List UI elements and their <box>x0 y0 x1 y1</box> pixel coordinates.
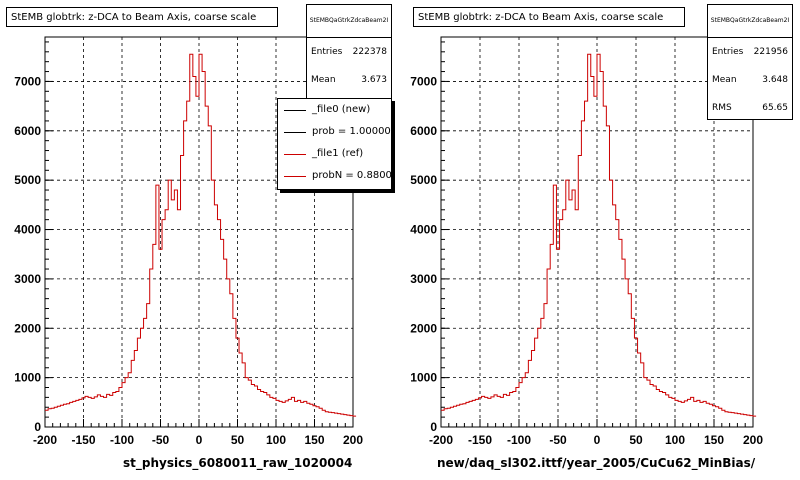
legend-swatch <box>284 132 306 133</box>
panel-2-x-tick-label: -100 <box>507 433 531 447</box>
stats-label: Mean <box>712 75 737 85</box>
panel-1-x-tick-label: -50 <box>152 433 170 447</box>
panel-1-y-tick-label: 7000 <box>14 74 41 88</box>
panel-1-histogram-series <box>45 53 357 417</box>
stats-value: 3.673 <box>361 75 387 85</box>
legend-label: prob = 1.000000 <box>312 126 392 137</box>
panel-2-y-tick-label: 5000 <box>410 173 437 187</box>
panel-2-x-tick-label: -200 <box>429 433 453 447</box>
legend-label: _file1 (ref) <box>312 148 364 159</box>
panel-2-y-tick-label: 7000 <box>410 74 437 88</box>
panel-1-x-title: st_physics_6080011_raw_1020004 <box>123 456 353 470</box>
panel-1-x-tick-label: 50 <box>231 433 245 447</box>
panel-2-stats-box: StEMBQaGtrkZdcaBeam2I Entries 221956 Mea… <box>707 4 793 120</box>
legend-swatch <box>284 154 306 155</box>
panel-2-y-tick-label: 4000 <box>410 223 437 237</box>
legend-swatch <box>284 110 306 111</box>
legend-label: probN = 0.880066 <box>312 170 392 181</box>
panel-2-x-tick-label: 50 <box>629 433 643 447</box>
panel-2-x-tick-label: 100 <box>665 433 685 447</box>
panel-1-x-tick-label: 200 <box>343 433 363 447</box>
panel-1-x-tick-label: -150 <box>71 433 95 447</box>
panel-1-stats-row-entries: Entries 222378 <box>307 38 391 66</box>
stats-value: 221956 <box>753 47 788 57</box>
stats-value: 65.65 <box>762 103 788 113</box>
panel-1-x-tick-label: -200 <box>33 433 57 447</box>
panel-2-x-tick-label: 200 <box>743 433 763 447</box>
panel-1-y-tick-label: 1000 <box>14 371 41 385</box>
panel-2-histogram-series <box>441 53 757 417</box>
panel-1-y-tick-label: 2000 <box>14 321 41 335</box>
panel-2-y-tick-label: 3000 <box>410 272 437 286</box>
panel-2-x-title: new/daq_sl302.ittf/year_2005/CuCu62_MinB… <box>437 456 756 470</box>
panel-1-stats-row-mean: Mean 3.673 <box>307 66 391 94</box>
panel-1-x-tick-label: 100 <box>266 433 286 447</box>
stats-value: 3.648 <box>762 75 788 85</box>
legend-item: _file1 (ref) <box>278 143 391 165</box>
panel-2-y-tick-label: 6000 <box>410 124 437 138</box>
panel-1-stats-box: StEMBQaGtrkZdcaBeam2I Entries 222378 Mea… <box>306 4 392 100</box>
panel-2-title: StEMB globtrk: z-DCA to Beam Axis, coars… <box>413 7 685 27</box>
panel-1-x-tick-label: -100 <box>110 433 134 447</box>
panel-1-title: StEMB globtrk: z-DCA to Beam Axis, coars… <box>6 7 278 27</box>
stats-label: RMS <box>712 103 732 113</box>
panel-2-x-tick-label: 0 <box>594 433 601 447</box>
legend-label: _file0 (new) <box>312 104 371 115</box>
panel-2-stats-row-rms: RMS 65.65 <box>708 94 792 122</box>
panel-1-x-tick-label: 150 <box>304 433 324 447</box>
panel-2-y-tick-label: 1000 <box>410 371 437 385</box>
panel-2-y-tick-label: 0 <box>430 420 437 434</box>
panel-2-stats-name: StEMBQaGtrkZdcaBeam2I <box>708 5 792 38</box>
panel-2-stats-row-mean: Mean 3.648 <box>708 66 792 94</box>
panel-1-y-tick-label: 6000 <box>14 124 41 138</box>
stats-label: Entries <box>712 47 744 57</box>
panel-1-y-tick-label: 4000 <box>14 223 41 237</box>
panel-1-y-tick-label: 0 <box>34 420 41 434</box>
panel-1-y-tick-label: 5000 <box>14 173 41 187</box>
legend-item: _file0 (new) <box>278 99 391 121</box>
panel-1-title-text: StEMB globtrk: z-DCA to Beam Axis, coars… <box>11 12 257 23</box>
panel-2-x-tick-label: -50 <box>549 433 567 447</box>
panel-2-x-tick-label: -150 <box>468 433 492 447</box>
legend-item: prob = 1.000000 <box>278 121 391 143</box>
stats-label: Mean <box>311 75 336 85</box>
legend-swatch <box>284 176 306 177</box>
panel-1-x-tick-label: 0 <box>196 433 203 447</box>
panel-2-y-tick-label: 2000 <box>410 321 437 335</box>
panel-2-title-text: StEMB globtrk: z-DCA to Beam Axis, coars… <box>418 12 664 23</box>
panel-1-legend: _file0 (new) prob = 1.000000 _file1 (ref… <box>277 98 392 190</box>
panel-2-stats-row-entries: Entries 221956 <box>708 38 792 66</box>
stats-value: 222378 <box>352 47 387 57</box>
panel-1-stats-name: StEMBQaGtrkZdcaBeam2I <box>307 5 391 38</box>
panel-1-y-tick-label: 3000 <box>14 272 41 286</box>
panel-2-x-tick-label: 150 <box>704 433 724 447</box>
legend-item: probN = 0.880066 <box>278 165 391 187</box>
stats-label: Entries <box>311 47 343 57</box>
